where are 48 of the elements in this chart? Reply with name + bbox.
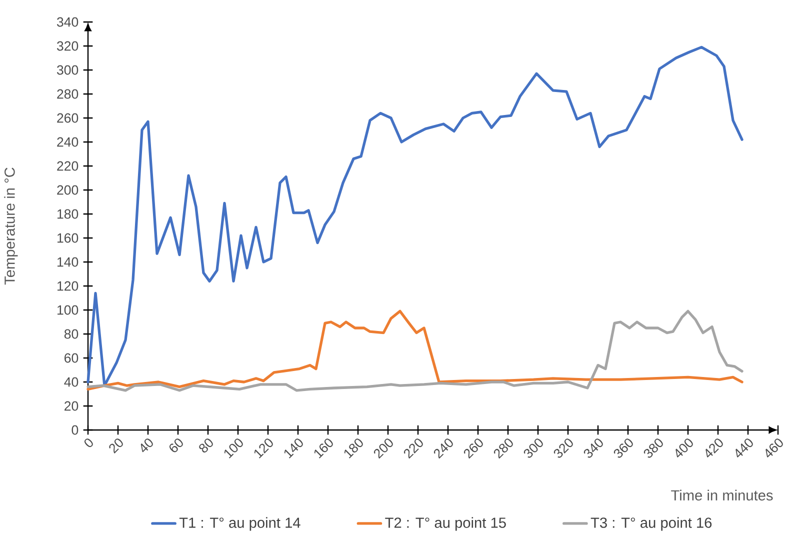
y-tick-label: 340 <box>56 17 78 27</box>
y-tick-label: 100 <box>57 305 78 315</box>
x-tick-label: 40 <box>140 438 153 452</box>
y-tick-label: 320 <box>56 41 78 51</box>
x-tick-label: 220 <box>404 438 423 459</box>
legend-label: T1 : T° au point 14 <box>179 517 300 531</box>
x-axis-title: Time in minutes <box>671 490 773 501</box>
x-tick-label: 420 <box>706 438 723 458</box>
x-tick-label: 360 <box>614 438 633 458</box>
x-tick-label: 100 <box>224 438 243 458</box>
y-tick-label: 240 <box>57 137 78 147</box>
x-tick-label: 380 <box>644 438 663 458</box>
legend-label: T3 : T° au point 16 <box>590 517 712 531</box>
y-tick-label: 180 <box>57 209 78 219</box>
x-tick-label: 320 <box>554 438 573 458</box>
y-tick-label: 60 <box>64 353 78 363</box>
x-tick-label: 280 <box>494 438 513 459</box>
y-tick-label: 120 <box>57 281 78 291</box>
y-tick-label: 280 <box>57 89 78 99</box>
x-tick-label: 160 <box>314 438 333 458</box>
x-tick-label: 120 <box>254 438 273 458</box>
x-tick-label: 240 <box>434 438 453 459</box>
y-tick-label: 260 <box>57 113 78 123</box>
y-tick-label: 160 <box>57 233 78 243</box>
x-tick-label: 180 <box>344 438 363 458</box>
x-tick-label: 140 <box>284 438 303 458</box>
y-tick-label: 0 <box>72 425 78 435</box>
y-tick-label: 200 <box>57 185 78 195</box>
y-tick-label: 80 <box>64 329 78 339</box>
y-tick-label: 140 <box>57 257 78 267</box>
legend-label: T2 : T° au point 15 <box>385 517 506 531</box>
x-tick-label: 460 <box>766 438 783 458</box>
x-tick-label: 340 <box>584 438 603 458</box>
y-tick-label: 220 <box>57 161 78 171</box>
line-series <box>86 46 744 387</box>
x-tick-label: 260 <box>464 438 483 459</box>
y-tick-label: 300 <box>56 65 78 75</box>
y-tick-label: 20 <box>64 401 78 411</box>
x-tick-label: 80 <box>199 438 213 453</box>
x-tick-label: 440 <box>736 438 753 458</box>
x-tick-label: 0 <box>84 438 93 448</box>
x-tick-label: 300 <box>524 438 543 458</box>
x-tick-label: 400 <box>676 438 693 458</box>
x-tick-label: 200 <box>374 438 393 459</box>
x-tick-label: 20 <box>109 438 123 454</box>
x-tick-label: 60 <box>169 438 183 452</box>
y-axis-title: Temperature in °C <box>4 168 18 285</box>
y-tick-label: 40 <box>64 377 78 387</box>
